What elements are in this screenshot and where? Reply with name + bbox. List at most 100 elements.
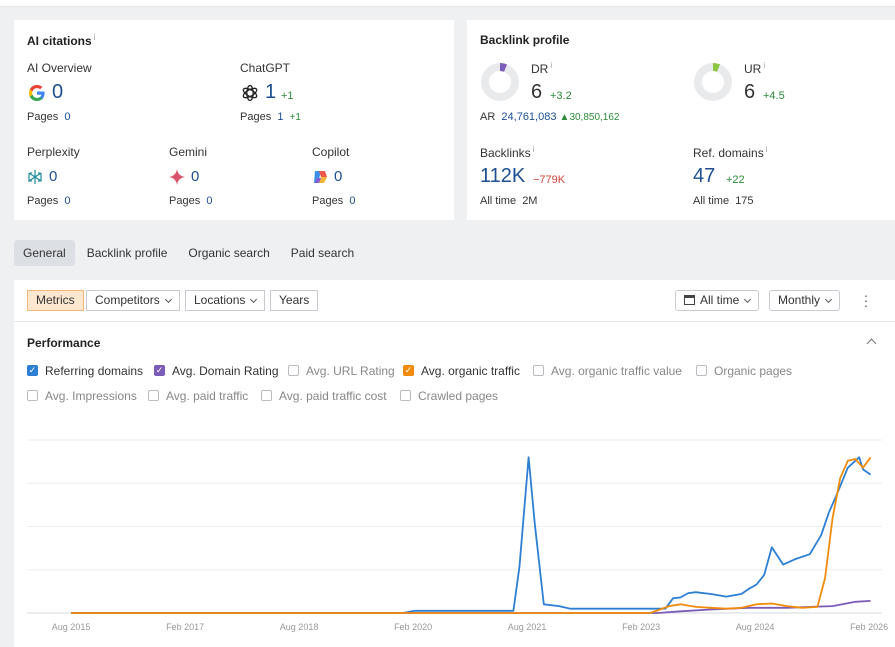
ref-domains-info-icon[interactable]: i (765, 145, 768, 154)
series-line-avg-domain-rating (71, 600, 871, 614)
x-tick-label: Aug 2018 (280, 622, 319, 632)
metric-toggle-avg-organic-traffic[interactable]: ✓ Avg. organic traffic (403, 364, 520, 378)
gemini-label: Gemini (169, 145, 208, 159)
series-line-referring-domains (71, 456, 872, 614)
gemini-icon (169, 169, 185, 185)
checkbox-icon (27, 390, 38, 401)
competitors-dropdown[interactable]: Competitors (86, 290, 180, 311)
perplexity-pages: Pages 0 (27, 195, 71, 207)
dr-delta: +3.2 (550, 90, 572, 102)
ref-domains-delta: +22 (726, 174, 745, 186)
ar-value[interactable]: 24,761,083 (501, 111, 557, 123)
metric-toggle-avg-paid-traffic-cost[interactable]: Avg. paid traffic cost (261, 389, 387, 403)
copilot-pages-value[interactable]: 0 (349, 195, 356, 207)
ur-gauge (693, 62, 733, 102)
checkbox-icon (696, 365, 707, 376)
info-icon[interactable]: i (93, 33, 96, 42)
gemini-value[interactable]: 0 (191, 168, 200, 185)
chart-x-ticks: Aug 2015 Feb 2017 Aug 2018 Feb 2020 Aug 2021… (52, 622, 888, 632)
chevron-down-icon (824, 295, 833, 304)
locations-dropdown[interactable]: Locations (185, 290, 266, 311)
backlinks-label: Backlinks i (480, 145, 535, 160)
performance-title: Performance (27, 336, 101, 350)
metrics-button[interactable]: Metrics (27, 290, 84, 311)
toolbar-divider (14, 321, 895, 322)
dr-label: DR i (531, 61, 553, 76)
chevron-down-icon (744, 295, 752, 304)
ref-domains-value[interactable]: 47 (693, 165, 716, 187)
perplexity-pages-value[interactable]: 0 (64, 195, 71, 207)
ur-value: 6 (744, 81, 756, 103)
dr-gauge (480, 62, 520, 102)
chatgpt-pages-value[interactable]: 1 (277, 111, 284, 123)
metric-toggle-referring-domains[interactable]: ✓ Referring domains (27, 364, 144, 378)
tab-backlink-profile[interactable]: Backlink profile (86, 246, 168, 260)
perplexity-value[interactable]: 0 (49, 168, 58, 185)
series-line-avg-organic-traffic (71, 456, 872, 614)
ref-domains-label: Ref. domains i (693, 145, 768, 160)
perplexity-label: Perplexity (27, 145, 80, 159)
checkbox-icon (288, 365, 299, 376)
backlink-profile-card: Backlink profile DR i 6 +3.2 AR 24,761,08… (467, 20, 895, 220)
collapse-chevron-icon[interactable] (866, 338, 877, 349)
metric-toggle-crawled-pages[interactable]: Crawled pages (400, 389, 498, 403)
ur-info-icon[interactable]: i (763, 61, 766, 70)
chatgpt-value[interactable]: 1 (265, 81, 277, 103)
x-tick-label: Feb 2023 (622, 622, 660, 632)
x-tick-label: Feb 2020 (394, 622, 432, 632)
metric-toggle-avg-domain-rating[interactable]: ✓ Avg. Domain Rating (154, 364, 279, 378)
backlinks-info-icon[interactable]: i (532, 145, 535, 154)
interval-dropdown[interactable]: Monthly (769, 290, 841, 311)
ur-label: UR i (744, 61, 766, 76)
top-strip (0, 0, 895, 7)
copilot-label: Copilot (312, 145, 350, 159)
dr-info-icon[interactable]: i (550, 61, 553, 70)
x-tick-label: Aug 2024 (736, 622, 775, 632)
chatgpt-label: ChatGPT (240, 61, 291, 75)
more-options-icon[interactable]: · · · (863, 287, 869, 313)
calendar-icon (684, 294, 695, 305)
metric-toggle-avg-organic-traffic-value[interactable]: Avg. organic traffic value (533, 364, 682, 378)
gemini-pages: Pages 0 (169, 195, 213, 207)
ai-overview-value[interactable]: 0 (52, 81, 64, 103)
ai-citations-title: AI citations i (27, 33, 96, 48)
chatgpt-pages: Pages 1 +1 (240, 111, 301, 123)
ai-citations-card: AI citations i AI Overview 0 Pages 0 Chat… (14, 20, 454, 220)
checkbox-icon: ✓ (403, 365, 414, 376)
chatgpt-pages-delta: +1 (289, 112, 301, 123)
tab-organic-search[interactable]: Organic search (188, 246, 270, 260)
copilot-pages: Pages 0 (312, 195, 356, 207)
ur-gauge-fill (694, 63, 732, 101)
dr-value: 6 (531, 81, 543, 103)
tab-general[interactable]: General (14, 240, 75, 266)
x-tick-label: Aug 2015 (52, 622, 91, 632)
ai-overview-pages-value[interactable]: 0 (64, 111, 71, 123)
ai-overview-pages: Pages 0 (27, 111, 71, 123)
copilot-value[interactable]: 0 (334, 168, 343, 185)
chevron-down-icon (250, 295, 258, 304)
ai-overview-label: AI Overview (27, 61, 92, 75)
metric-toggle-avg-paid-traffic[interactable]: Avg. paid traffic (148, 389, 248, 403)
performance-chart[interactable]: Aug 2015 Feb 2017 Aug 2018 Feb 2020 Aug 2021… (14, 430, 895, 640)
gemini-pages-value[interactable]: 0 (206, 195, 213, 207)
metric-toggle-avg-impressions[interactable]: Avg. Impressions (27, 389, 137, 403)
years-button[interactable]: Years (270, 290, 319, 311)
metric-toggle-avg-url-rating[interactable]: Avg. URL Rating (288, 364, 395, 378)
ur-delta: +4.5 (763, 90, 785, 102)
backlinks-value[interactable]: 112K (480, 165, 526, 187)
chart-lines (71, 456, 872, 614)
ref-domains-all-time: All time 175 (693, 195, 754, 207)
ar-delta: ▲30,850,162 (559, 112, 620, 123)
x-tick-label: Feb 2017 (166, 622, 204, 632)
perplexity-icon (27, 169, 43, 185)
date-range-dropdown[interactable]: All time (675, 290, 760, 311)
ar-row: AR 24,761,083 ▲30,850,162 (480, 111, 620, 123)
report-tabs: General Backlink profile Organic search … (14, 240, 366, 266)
backlinks-all-time: All time 2M (480, 195, 538, 207)
copilot-icon (312, 169, 328, 185)
chatgpt-icon (240, 83, 260, 103)
google-icon (27, 83, 47, 103)
metric-toggle-organic-pages[interactable]: Organic pages (696, 364, 792, 378)
checkbox-icon (261, 390, 272, 401)
tab-paid-search[interactable]: Paid search (290, 246, 355, 260)
